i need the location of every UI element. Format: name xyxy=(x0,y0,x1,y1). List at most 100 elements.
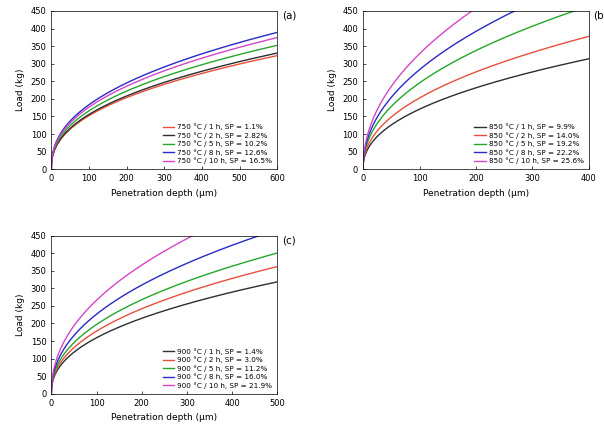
900 °C / 5 h, SP = 11.2% xyxy=(48,391,55,396)
750 °C / 1 h, SP = 1.1% xyxy=(274,53,281,58)
850 °C / 8 h, SP = 22.2% xyxy=(536,0,543,2)
900 °C / 1 h, SP = 1.4% xyxy=(228,290,235,295)
900 °C / 2 h, SP = 3.0% xyxy=(274,264,281,269)
750 °C / 8 h, SP = 12.6% xyxy=(147,70,155,75)
900 °C / 2 h, SP = 3.0% xyxy=(224,277,231,282)
850 °C / 10 h, SP = 25.6% xyxy=(459,15,466,20)
900 °C / 1 h, SP = 1.4% xyxy=(203,296,210,301)
750 °C / 1 h, SP = 1.1% xyxy=(147,86,155,92)
750 °C / 5 h, SP = 10.2% xyxy=(139,82,146,87)
900 °C / 10 h, SP = 21.9% xyxy=(228,214,235,220)
Y-axis label: Load (kg): Load (kg) xyxy=(16,293,25,336)
900 °C / 2 h, SP = 3.0% xyxy=(48,391,55,396)
Text: (a): (a) xyxy=(281,11,296,21)
750 °C / 10 h, SP = 16.5% xyxy=(139,77,146,82)
850 °C / 10 h, SP = 25.6% xyxy=(451,21,458,26)
900 °C / 5 h, SP = 11.2% xyxy=(71,340,78,345)
Y-axis label: Load (kg): Load (kg) xyxy=(328,69,337,111)
750 °C / 8 h, SP = 12.6% xyxy=(274,30,281,35)
Line: 850 °C / 2 h, SP = 14.0%: 850 °C / 2 h, SP = 14.0% xyxy=(363,37,589,169)
900 °C / 10 h, SP = 21.9% xyxy=(274,195,281,200)
750 °C / 1 h, SP = 1.1% xyxy=(203,70,210,75)
900 °C / 8 h, SP = 16.0% xyxy=(147,278,155,283)
900 °C / 5 h, SP = 11.2% xyxy=(224,265,231,270)
750 °C / 8 h, SP = 12.6% xyxy=(203,50,210,55)
850 °C / 2 h, SP = 14.0% xyxy=(539,47,547,52)
850 °C / 5 h, SP = 19.2% xyxy=(459,55,466,60)
Line: 850 °C / 8 h, SP = 22.2%: 850 °C / 8 h, SP = 22.2% xyxy=(363,0,589,169)
850 °C / 1 h, SP = 9.9% xyxy=(515,73,522,78)
Line: 750 °C / 1 h, SP = 1.1%: 750 °C / 1 h, SP = 1.1% xyxy=(51,55,277,169)
Line: 750 °C / 10 h, SP = 16.5%: 750 °C / 10 h, SP = 16.5% xyxy=(51,37,277,169)
Y-axis label: Load (kg): Load (kg) xyxy=(16,69,25,111)
850 °C / 5 h, SP = 19.2% xyxy=(382,110,390,115)
750 °C / 5 h, SP = 10.2% xyxy=(224,55,231,60)
750 °C / 2 h, SP = 2.82% xyxy=(224,62,231,67)
850 °C / 1 h, SP = 9.9% xyxy=(359,167,367,172)
750 °C / 8 h, SP = 12.6% xyxy=(139,73,146,78)
850 °C / 5 h, SP = 19.2% xyxy=(515,29,522,34)
X-axis label: Penetration depth (μm): Penetration depth (μm) xyxy=(111,413,217,422)
850 °C / 8 h, SP = 22.2% xyxy=(382,101,390,106)
900 °C / 8 h, SP = 16.0% xyxy=(139,282,146,287)
900 °C / 10 h, SP = 21.9% xyxy=(203,226,210,231)
850 °C / 1 h, SP = 9.9% xyxy=(451,92,458,98)
900 °C / 10 h, SP = 21.9% xyxy=(139,262,146,267)
Line: 750 °C / 2 h, SP = 2.82%: 750 °C / 2 h, SP = 2.82% xyxy=(51,53,277,169)
900 °C / 2 h, SP = 3.0% xyxy=(228,276,235,281)
X-axis label: Penetration depth (μm): Penetration depth (μm) xyxy=(423,189,529,198)
750 °C / 8 h, SP = 12.6% xyxy=(228,42,235,48)
900 °C / 5 h, SP = 11.2% xyxy=(147,293,155,298)
900 °C / 8 h, SP = 16.0% xyxy=(274,227,281,232)
750 °C / 5 h, SP = 10.2% xyxy=(147,79,155,84)
850 °C / 1 h, SP = 9.9% xyxy=(585,56,593,62)
900 °C / 10 h, SP = 21.9% xyxy=(147,257,155,262)
900 °C / 5 h, SP = 11.2% xyxy=(203,272,210,277)
Legend: 750 °C / 1 h, SP = 1.1%, 750 °C / 2 h, SP = 2.82%, 750 °C / 5 h, SP = 10.2%, 750: 750 °C / 1 h, SP = 1.1%, 750 °C / 2 h, S… xyxy=(161,122,274,165)
900 °C / 10 h, SP = 21.9% xyxy=(48,391,55,396)
900 °C / 1 h, SP = 1.4% xyxy=(48,391,55,396)
900 °C / 1 h, SP = 1.4% xyxy=(71,349,78,355)
850 °C / 5 h, SP = 19.2% xyxy=(585,4,593,9)
750 °C / 8 h, SP = 12.6% xyxy=(71,114,78,119)
900 °C / 2 h, SP = 3.0% xyxy=(147,302,155,308)
850 °C / 1 h, SP = 9.9% xyxy=(539,66,547,72)
750 °C / 2 h, SP = 2.82% xyxy=(147,84,155,89)
750 °C / 1 h, SP = 1.1% xyxy=(228,63,235,69)
900 °C / 1 h, SP = 1.4% xyxy=(147,312,155,318)
850 °C / 2 h, SP = 14.0% xyxy=(451,78,458,84)
750 °C / 10 h, SP = 16.5% xyxy=(203,54,210,59)
900 °C / 2 h, SP = 3.0% xyxy=(203,283,210,289)
Line: 750 °C / 5 h, SP = 10.2%: 750 °C / 5 h, SP = 10.2% xyxy=(51,45,277,169)
750 °C / 2 h, SP = 2.82% xyxy=(71,122,78,127)
900 °C / 8 h, SP = 16.0% xyxy=(228,243,235,248)
900 °C / 2 h, SP = 3.0% xyxy=(71,345,78,350)
750 °C / 10 h, SP = 16.5% xyxy=(71,116,78,121)
X-axis label: Penetration depth (μm): Penetration depth (μm) xyxy=(111,189,217,198)
850 °C / 8 h, SP = 22.2% xyxy=(515,7,522,12)
Text: (b): (b) xyxy=(593,11,604,21)
750 °C / 2 h, SP = 2.82% xyxy=(139,87,146,92)
Line: 900 °C / 8 h, SP = 16.0%: 900 °C / 8 h, SP = 16.0% xyxy=(51,230,277,394)
Line: 750 °C / 8 h, SP = 12.6%: 750 °C / 8 h, SP = 12.6% xyxy=(51,33,277,169)
750 °C / 8 h, SP = 12.6% xyxy=(224,43,231,48)
750 °C / 2 h, SP = 2.82% xyxy=(274,51,281,56)
850 °C / 5 h, SP = 19.2% xyxy=(451,59,458,64)
750 °C / 10 h, SP = 16.5% xyxy=(48,167,55,172)
900 °C / 1 h, SP = 1.4% xyxy=(224,290,231,296)
Line: 900 °C / 10 h, SP = 21.9%: 900 °C / 10 h, SP = 21.9% xyxy=(51,198,277,394)
750 °C / 2 h, SP = 2.82% xyxy=(228,61,235,66)
Line: 900 °C / 5 h, SP = 11.2%: 900 °C / 5 h, SP = 11.2% xyxy=(51,253,277,394)
750 °C / 2 h, SP = 2.82% xyxy=(48,167,55,172)
Text: (c): (c) xyxy=(281,235,295,246)
Line: 900 °C / 2 h, SP = 3.0%: 900 °C / 2 h, SP = 3.0% xyxy=(51,267,277,394)
750 °C / 10 h, SP = 16.5% xyxy=(147,73,155,79)
Line: 900 °C / 1 h, SP = 1.4%: 900 °C / 1 h, SP = 1.4% xyxy=(51,282,277,394)
850 °C / 1 h, SP = 9.9% xyxy=(382,126,390,132)
850 °C / 5 h, SP = 19.2% xyxy=(536,21,543,26)
850 °C / 10 h, SP = 25.6% xyxy=(382,92,390,97)
750 °C / 5 h, SP = 10.2% xyxy=(71,119,78,125)
750 °C / 10 h, SP = 16.5% xyxy=(274,35,281,40)
750 °C / 5 h, SP = 10.2% xyxy=(228,54,235,59)
900 °C / 1 h, SP = 1.4% xyxy=(274,279,281,285)
